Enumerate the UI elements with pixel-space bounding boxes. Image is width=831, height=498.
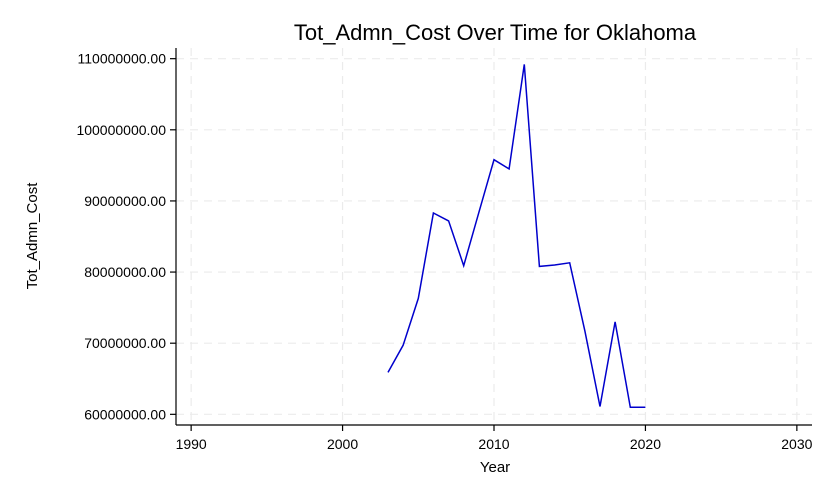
y-tick-label: 70000000.00	[84, 335, 166, 351]
y-tick-label: 90000000.00	[84, 193, 166, 209]
y-tick-label: 110000000.00	[78, 51, 167, 67]
y-tick-label: 100000000.00	[76, 122, 166, 138]
y-tick-label: 80000000.00	[84, 264, 166, 280]
series-line	[387, 64, 646, 408]
x-tick-label: 1990	[176, 436, 207, 452]
y-axis-label: Tot_Admn_Cost	[24, 182, 41, 290]
grid-lines	[176, 48, 812, 425]
y-tick-label: 60000000.00	[84, 406, 166, 422]
x-ticks: 1990 2000 2010 2020 2030	[176, 425, 813, 452]
x-tick-label: 2010	[478, 436, 509, 452]
x-axis-label: Year	[480, 459, 510, 476]
x-tick-label: 2000	[327, 436, 358, 452]
y-ticks: 60000000.00 70000000.00 80000000.00 9000000…	[76, 51, 176, 422]
x-tick-label: 2030	[781, 436, 812, 452]
x-tick-label: 2020	[630, 436, 661, 452]
chart-title: Tot_Admn_Cost Over Time for Oklahoma	[294, 20, 697, 45]
